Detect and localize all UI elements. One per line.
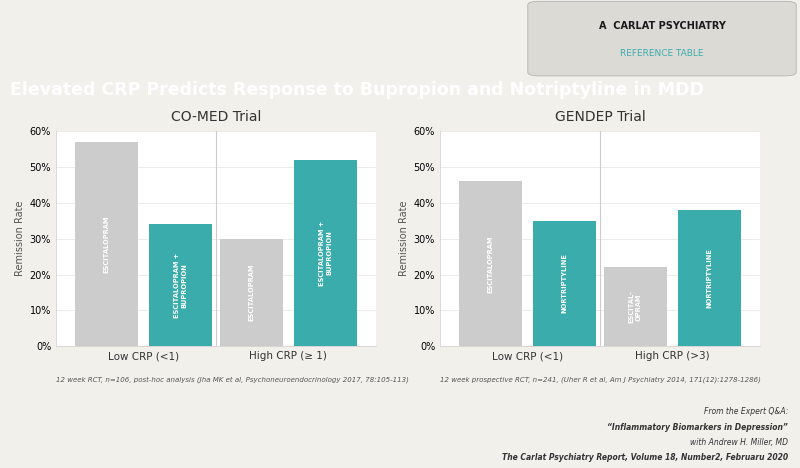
Text: ESCITALOPRAM: ESCITALOPRAM bbox=[103, 215, 110, 273]
Bar bbox=[534, 221, 596, 346]
FancyBboxPatch shape bbox=[528, 1, 796, 76]
Title: GENDEP Trial: GENDEP Trial bbox=[554, 110, 646, 124]
Text: “Inflammatory Biomarkers in Depression”: “Inflammatory Biomarkers in Depression” bbox=[607, 423, 788, 431]
Text: REFERENCE TABLE: REFERENCE TABLE bbox=[620, 49, 704, 58]
Text: ESCITALOPRAM +
BUPROPION: ESCITALOPRAM + BUPROPION bbox=[319, 220, 332, 285]
Text: ESCITALOPRAM: ESCITALOPRAM bbox=[248, 264, 254, 321]
Text: From the Expert Q&A:: From the Expert Q&A: bbox=[704, 407, 788, 416]
Y-axis label: Remission Rate: Remission Rate bbox=[15, 201, 26, 277]
Text: NORTRIPTYLINE: NORTRIPTYLINE bbox=[706, 248, 713, 308]
Bar bbox=[678, 210, 741, 346]
Bar bbox=[220, 239, 282, 346]
Text: Elevated CRP Predicts Response to Bupropion and Notriptyline in MDD: Elevated CRP Predicts Response to Buprop… bbox=[10, 81, 703, 99]
Bar bbox=[150, 224, 212, 346]
Text: 12 week prospective RCT, n=241, (Uher R et al, Am J Psychiatry 2014, 171(12):127: 12 week prospective RCT, n=241, (Uher R … bbox=[440, 377, 761, 383]
Bar bbox=[604, 267, 666, 346]
Bar bbox=[75, 142, 138, 346]
Text: 12 week RCT, n=106, post-hoc analysis (Jha MK et al, Psychoneuroendocrinology 20: 12 week RCT, n=106, post-hoc analysis (J… bbox=[56, 377, 409, 383]
Text: ESCITALOPRAM +
BUPROPION: ESCITALOPRAM + BUPROPION bbox=[174, 253, 187, 318]
Text: NORTRIPTYLINE: NORTRIPTYLINE bbox=[562, 254, 568, 314]
Bar bbox=[294, 160, 357, 346]
Text: ESCITALOPRAM: ESCITALOPRAM bbox=[487, 235, 494, 292]
Text: A  CARLAT PSYCHIATRY: A CARLAT PSYCHIATRY bbox=[598, 22, 726, 31]
Text: with Andrew H. Miller, MD: with Andrew H. Miller, MD bbox=[690, 438, 788, 447]
Text: ESCITAL-
OPRAM: ESCITAL- OPRAM bbox=[629, 290, 642, 323]
Text: The Carlat Psychiatry Report, Volume 18, Number2, Februaru 2020: The Carlat Psychiatry Report, Volume 18,… bbox=[502, 453, 788, 462]
Bar bbox=[459, 181, 522, 346]
Y-axis label: Remission Rate: Remission Rate bbox=[399, 201, 410, 277]
Title: CO-MED Trial: CO-MED Trial bbox=[171, 110, 261, 124]
